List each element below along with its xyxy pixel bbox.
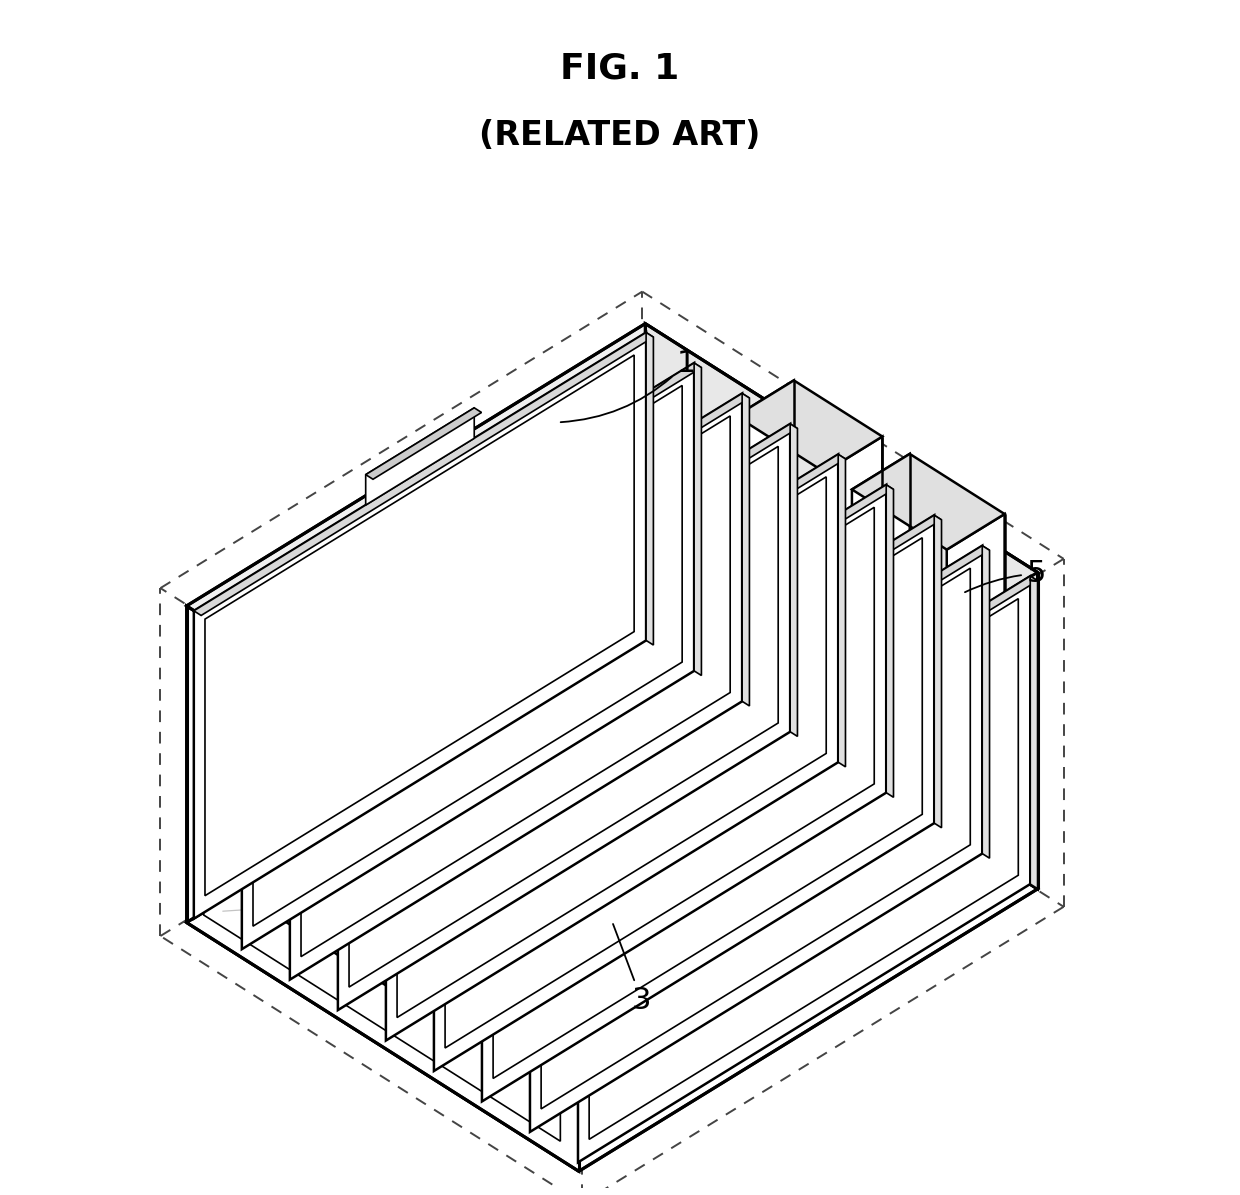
Polygon shape [653,590,763,688]
Polygon shape [838,454,846,767]
Polygon shape [887,485,894,797]
Polygon shape [366,407,474,505]
Polygon shape [193,332,646,919]
Polygon shape [743,393,749,706]
Polygon shape [366,407,481,479]
Polygon shape [702,621,811,718]
Polygon shape [737,380,794,663]
Polygon shape [947,514,1004,797]
Text: 5: 5 [965,559,1047,593]
Polygon shape [702,621,817,692]
Polygon shape [790,424,797,736]
Polygon shape [578,576,1038,859]
Polygon shape [461,468,570,566]
Polygon shape [386,454,846,737]
Polygon shape [645,324,1038,889]
Polygon shape [242,363,702,646]
Text: 1: 1 [560,349,696,422]
Polygon shape [285,817,412,1001]
Polygon shape [290,393,743,980]
Polygon shape [653,590,770,662]
Polygon shape [737,380,883,472]
Polygon shape [529,546,990,828]
Polygon shape [461,468,578,540]
Polygon shape [982,546,990,858]
Polygon shape [414,439,529,510]
Polygon shape [482,515,934,1102]
Polygon shape [558,529,673,601]
Polygon shape [186,641,1038,1171]
Polygon shape [386,454,838,1041]
Text: 3: 3 [613,924,651,1015]
Polygon shape [737,627,883,719]
Polygon shape [434,485,887,1071]
Polygon shape [578,576,1030,1163]
Text: (RELATED ART): (RELATED ART) [480,120,760,152]
Polygon shape [934,515,941,828]
Polygon shape [337,424,790,1010]
Polygon shape [852,454,1004,550]
Polygon shape [193,332,653,615]
Polygon shape [186,324,1038,854]
Polygon shape [290,393,749,676]
Polygon shape [510,500,626,571]
Polygon shape [285,796,320,921]
Polygon shape [1030,576,1038,889]
Polygon shape [606,560,722,631]
Polygon shape [414,439,522,535]
Polygon shape [558,529,666,627]
Polygon shape [285,796,446,897]
Polygon shape [186,606,579,1171]
Polygon shape [434,485,894,767]
Polygon shape [852,701,1004,797]
Polygon shape [646,332,653,645]
Polygon shape [337,424,797,706]
Polygon shape [203,637,560,1141]
Polygon shape [482,515,941,798]
Polygon shape [242,363,694,949]
Text: FIG. 1: FIG. 1 [560,51,680,85]
Polygon shape [510,500,619,596]
Polygon shape [825,436,883,719]
Polygon shape [606,560,714,657]
Polygon shape [694,363,702,675]
Polygon shape [529,546,982,1132]
Polygon shape [852,454,910,736]
